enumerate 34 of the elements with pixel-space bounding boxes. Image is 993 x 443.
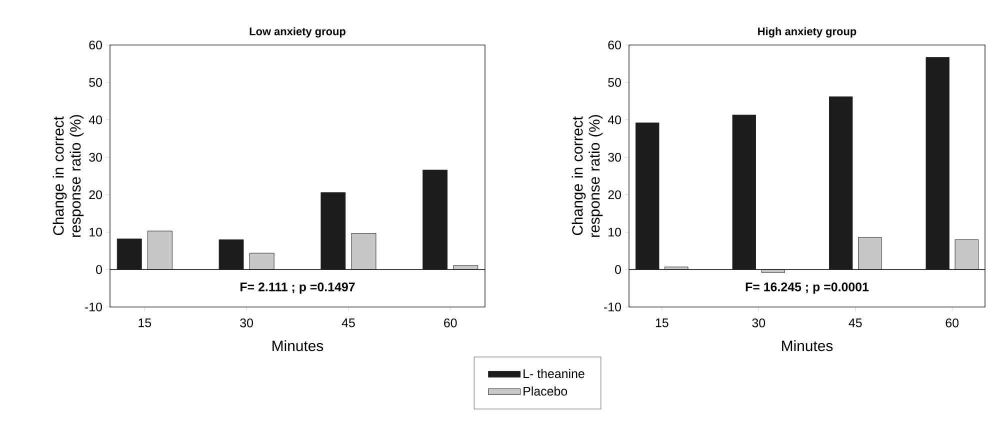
y-axis-title: Change in correct response ratio (%) bbox=[52, 115, 84, 237]
x-tick-label: 45 bbox=[342, 318, 355, 328]
y-tick-label: 30 bbox=[608, 152, 621, 162]
legend-label: L- theanine bbox=[524, 368, 584, 378]
y-tick-label: 50 bbox=[608, 78, 621, 87]
x-tick-label: 30 bbox=[240, 318, 253, 328]
annotation: F= 2.111 ; p =0.1497 bbox=[240, 282, 355, 294]
y-axis-title: Change in correct response ratio (%) bbox=[572, 115, 603, 237]
x-tick-label: 45 bbox=[848, 318, 862, 328]
y-tick-label: 50 bbox=[89, 78, 102, 87]
legend-label: Placebo bbox=[524, 386, 568, 396]
x-tick-label: 15 bbox=[138, 318, 152, 328]
x-tick-label: 30 bbox=[752, 318, 766, 328]
y-tick-label: 0 bbox=[96, 265, 102, 274]
y-tick-label: 40 bbox=[88, 115, 102, 124]
x-axis-title: Minutes bbox=[782, 340, 833, 352]
y-tick-label: -10 bbox=[604, 302, 621, 312]
y-tick-label: 60 bbox=[89, 40, 102, 50]
y-tick-label: 0 bbox=[615, 265, 621, 274]
annotation: F= 16.245 ; p =0.0001 bbox=[746, 282, 869, 294]
y-tick-label: 30 bbox=[89, 152, 102, 162]
y-tick-label: 10 bbox=[90, 228, 102, 237]
x-tick-label: 60 bbox=[444, 318, 457, 328]
x-tick-label: 15 bbox=[656, 318, 668, 328]
y-tick-label: 20 bbox=[608, 190, 621, 200]
chart-title: Low anxiety group bbox=[250, 27, 346, 38]
chart-title: High anxiety group bbox=[758, 27, 856, 38]
x-tick-label: 60 bbox=[946, 318, 959, 328]
y-tick-label: -10 bbox=[85, 302, 102, 312]
y-tick-label: 20 bbox=[89, 190, 102, 200]
y-tick-label: 60 bbox=[608, 40, 621, 50]
y-tick-label: 10 bbox=[608, 228, 621, 237]
x-axis-title: Minutes bbox=[272, 340, 324, 352]
y-tick-label: 40 bbox=[608, 115, 621, 124]
